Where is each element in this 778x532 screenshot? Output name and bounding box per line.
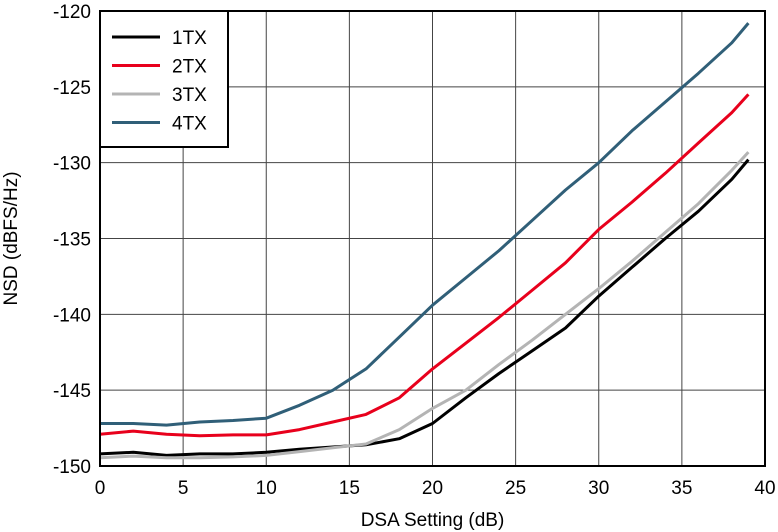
grid-lines: [99, 10, 766, 467]
x-axis-title: DSA Setting (dB): [361, 510, 505, 531]
series-line-1tx: [99, 158, 750, 457]
x-tick-label: 40: [754, 478, 775, 499]
x-tick-label: 35: [671, 478, 692, 499]
legend-box: [99, 10, 229, 148]
legend-label-2tx: 2TX: [172, 57, 207, 78]
y-tick-label: -150: [53, 457, 91, 478]
series-line-2tx: [99, 93, 750, 438]
y-tick-labels: -150 -145 -140 -135 -130 -125 -120: [53, 2, 91, 478]
legend-label-4tx: 4TX: [172, 114, 207, 135]
y-tick-label: -140: [53, 305, 91, 326]
legend-label-3tx: 3TX: [172, 85, 207, 106]
x-tick-labels: 0 5 10 15 20 25 30 35 40: [95, 478, 776, 499]
y-axis-title: NSD (dBFS/Hz): [1, 171, 22, 305]
y-tick-label: -120: [53, 2, 91, 23]
legend-label-1tx: 1TX: [172, 28, 207, 49]
y-tick-label: -125: [53, 78, 91, 99]
x-tick-label: 30: [588, 478, 609, 499]
y-tick-label: -145: [53, 381, 91, 402]
legend: 1TX 2TX 3TX 4TX: [99, 10, 229, 148]
x-tick-label: 15: [339, 478, 360, 499]
series-line-3tx: [99, 151, 750, 460]
x-tick-label: 5: [178, 478, 189, 499]
x-tick-label: 10: [256, 478, 277, 499]
y-tick-label: -135: [53, 230, 91, 251]
x-tick-label: 25: [505, 478, 526, 499]
x-tick-label: 0: [95, 478, 106, 499]
x-tick-label: 20: [422, 478, 443, 499]
y-tick-label: -130: [53, 154, 91, 175]
series-line-4tx: [100, 22, 750, 427]
series-lines: [99, 22, 750, 460]
plot-frame: [99, 10, 766, 467]
